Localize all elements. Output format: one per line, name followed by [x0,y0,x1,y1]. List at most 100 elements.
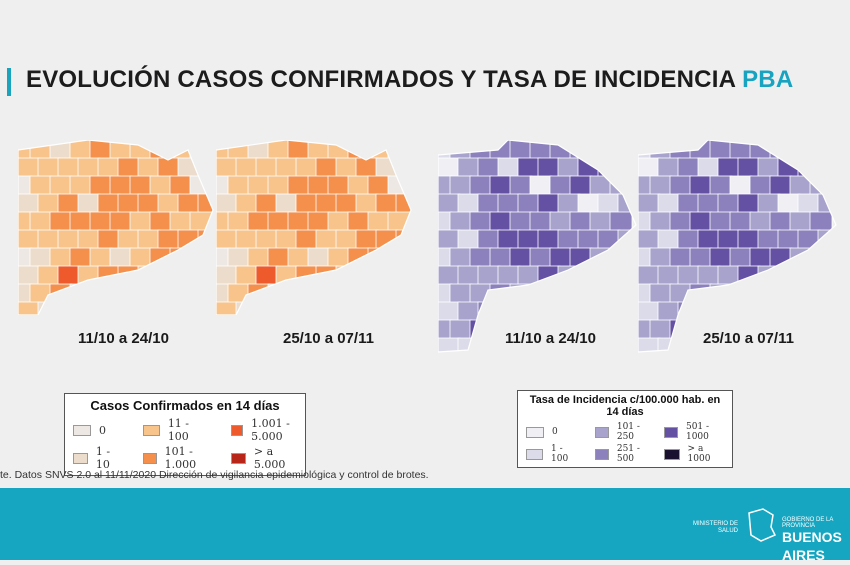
district-region [638,337,661,352]
district-region [729,283,753,304]
district-region [697,193,721,214]
district-region [617,337,636,352]
legend-swatch [594,426,609,438]
map-cases-period-2 [216,140,412,315]
district-region [395,265,411,286]
district-region [157,229,181,250]
district-region [549,211,573,232]
district-region [216,157,239,178]
district-region [777,265,801,286]
district-region [717,157,741,178]
page-title: EVOLUCIÓN CASOS CONFIRMADOS Y TASA DE IN… [26,66,793,94]
province-map-logo-icon [748,508,777,542]
district-region [307,175,331,196]
district-region [809,319,833,340]
district-region [638,229,661,250]
district-region [97,157,121,178]
district-region [797,265,821,286]
district-region [597,193,621,214]
district-region [749,140,773,160]
district-region [809,211,833,232]
district-region [617,265,636,286]
legend-swatch [663,448,680,460]
district-region [129,140,153,160]
district-region [477,337,501,352]
district-region [335,193,359,214]
district-region [529,247,553,268]
map-cases-period-1 [18,140,214,315]
district-region [255,157,279,178]
district-region [227,175,251,196]
district-region [669,140,693,160]
district-region [77,157,101,178]
district-region [177,301,201,315]
district-region [669,247,693,268]
district-region [335,229,359,250]
legend-swatch [73,424,91,436]
district-region [489,247,513,268]
district-region [777,301,801,322]
district-region [367,283,391,304]
legend-label: 0 [552,427,558,437]
district-region [649,319,673,340]
district-region [769,283,793,304]
gobierno-logo: GOBIERNO DE LA PROVINCIA BUENOS AIRES [782,517,850,565]
district-region [235,157,259,178]
district-region [157,265,181,286]
district-region [438,157,461,178]
district-region [375,157,399,178]
district-region [537,229,561,250]
district-region [617,193,636,214]
legend-label: 251 - 500 [616,444,640,464]
district-region [69,175,93,196]
district-region [255,229,279,250]
legend-label: 1 - 10 [95,445,111,471]
district-region [189,175,213,196]
ministerio-logo-text: MINISTERIO DE SALUD [692,521,738,534]
district-region [157,301,181,315]
district-region [529,283,553,304]
district-region [649,140,673,160]
district-region [255,265,279,286]
district-region [315,193,339,214]
legend-rate: Tasa de Incidencia c/100.000 hab. en 14 … [517,390,733,468]
district-region [797,229,821,250]
district-region [177,265,201,286]
district-region [37,229,61,250]
legend-item: 1 - 100 [526,444,581,464]
district-region [367,140,391,160]
district-region [327,211,351,232]
district-region [375,301,399,315]
district-region [489,140,513,160]
district-region [89,175,113,196]
district-region [275,301,299,315]
district-region [247,211,271,232]
district-region [149,247,173,268]
district-region [57,265,81,286]
province-outline [638,140,837,353]
district-region [387,140,411,160]
district-region [457,229,481,250]
source-note: te. Datos SNVS 2.0 al 11/11/2020 Direcci… [0,469,429,481]
district-region [295,193,319,214]
district-region [169,247,193,268]
district-region [809,140,833,160]
district-region [69,140,93,160]
district-region [449,211,473,232]
district-region [267,247,291,268]
district-region [529,211,553,232]
district-region [749,283,773,304]
district-region [395,301,411,315]
district-region [287,247,311,268]
district-region [307,283,331,304]
district-region [697,157,721,178]
district-region [557,229,581,250]
district-region [197,301,213,315]
district-region [657,265,681,286]
district-region [197,229,213,250]
district-region [287,140,311,160]
district-region [177,193,201,214]
district-region [129,175,153,196]
district-region [149,211,173,232]
district-region [216,265,239,286]
